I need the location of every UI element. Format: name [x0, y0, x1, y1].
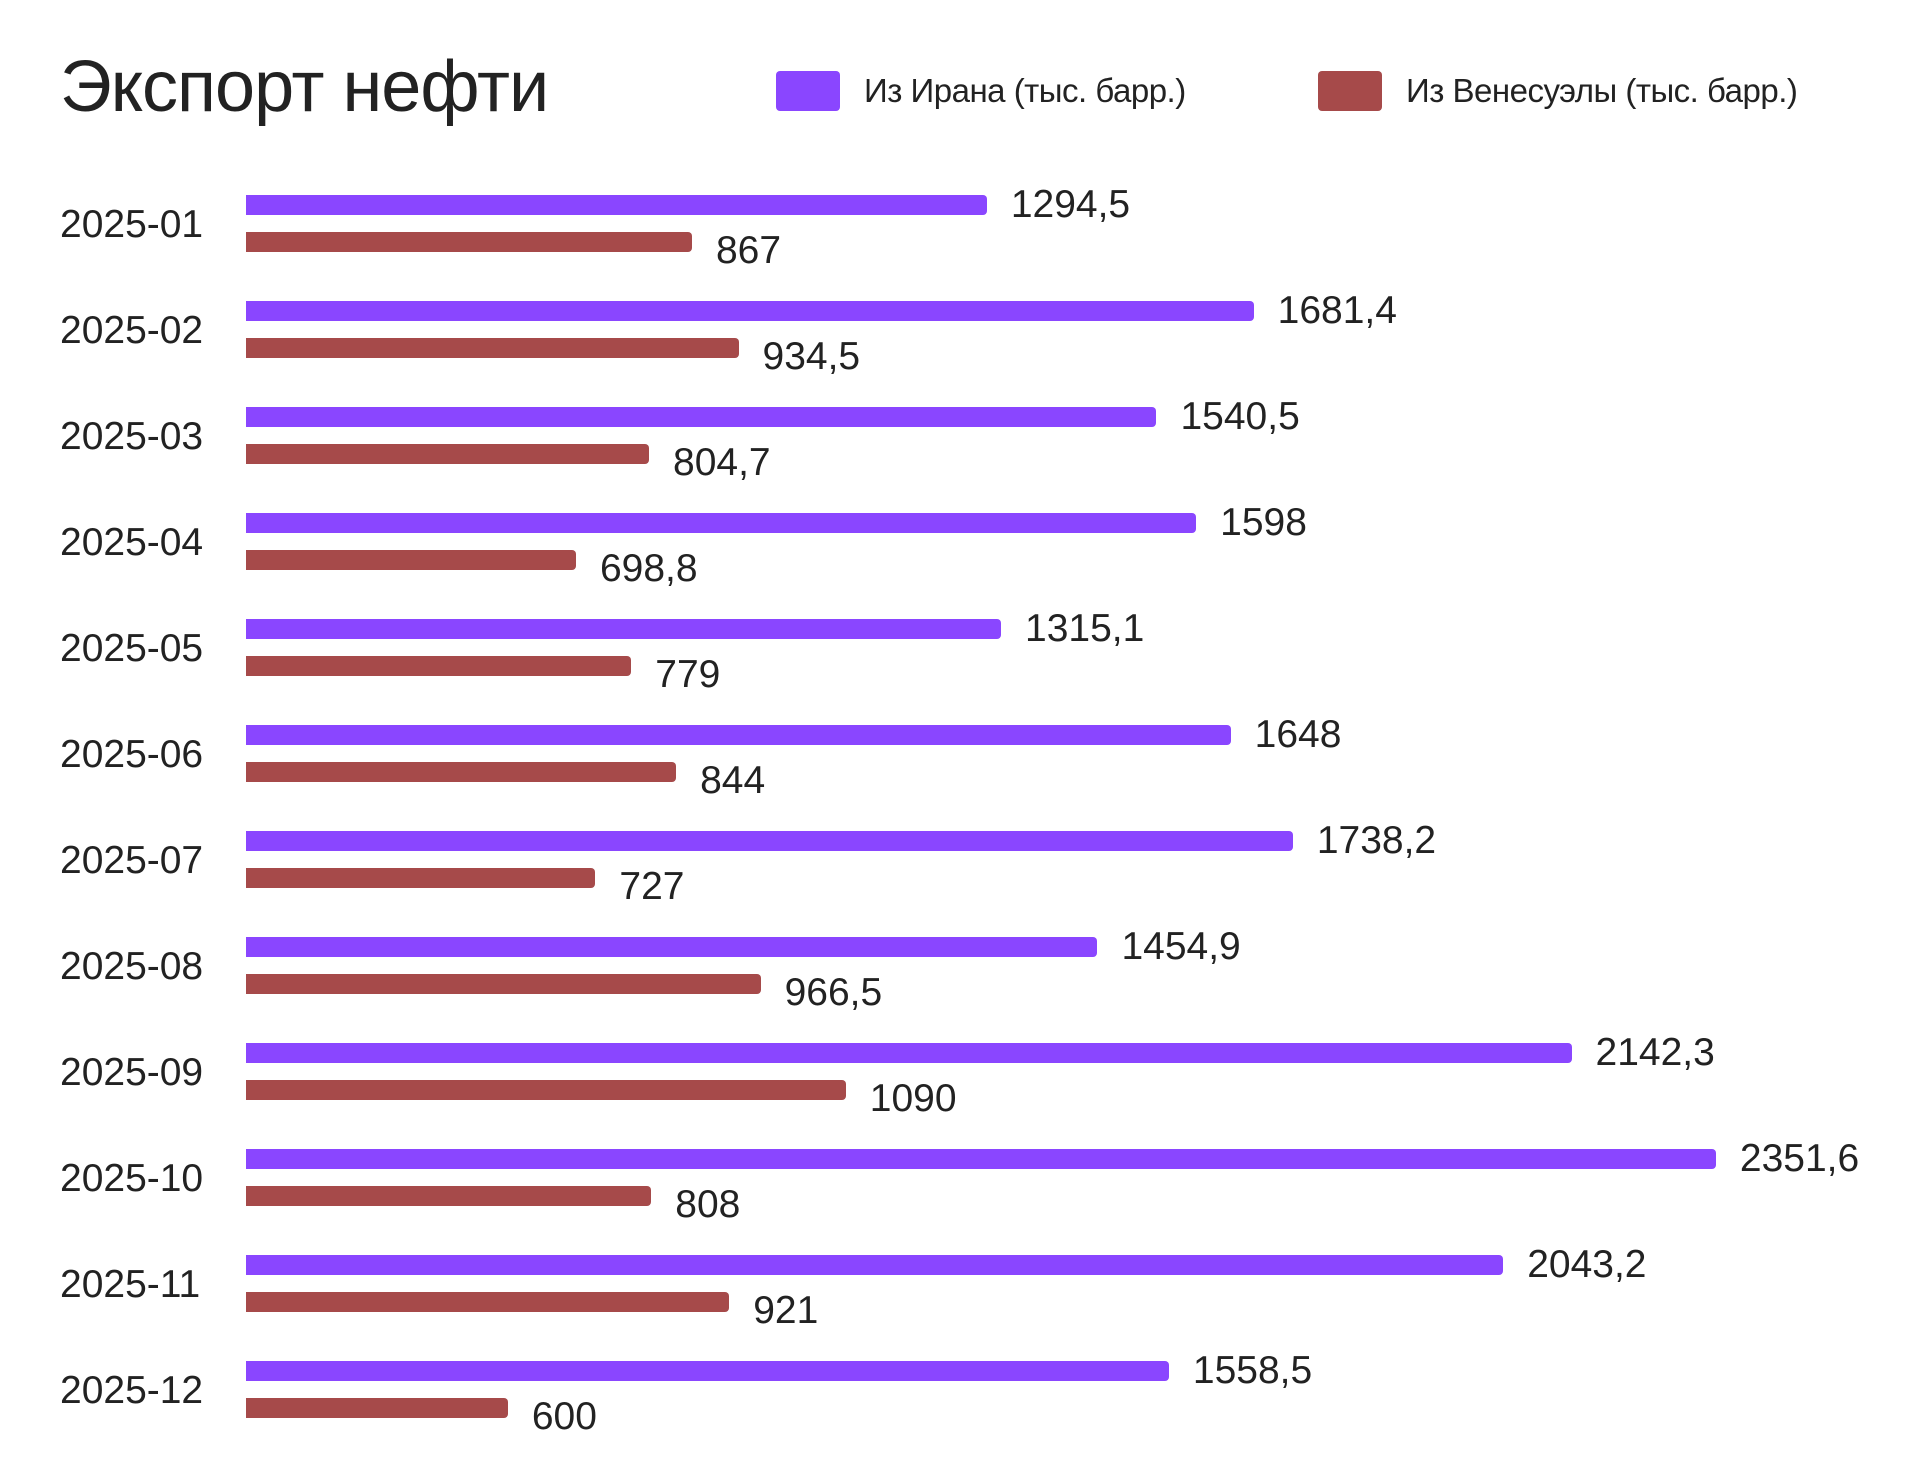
value-label-venezuela: 966,5 — [784, 971, 883, 1014]
bar-iran — [246, 1149, 1716, 1169]
bar-group: 2025-05 1315,1 779 — [0, 607, 1920, 725]
value-label-iran: 1315,1 — [1025, 607, 1145, 650]
value-label-venezuela: 808 — [675, 1183, 741, 1226]
legend-swatch-iran — [776, 71, 840, 111]
legend-item-iran: Из Ирана (тыс. барр.) — [776, 71, 1186, 111]
value-label-venezuela: 779 — [655, 653, 721, 696]
bar-group: 2025-08 1454,9 966,5 — [0, 925, 1920, 1043]
chart-title: Экспорт нефти — [60, 47, 549, 127]
bar-iran — [246, 1255, 1504, 1275]
bar-group: 2025-04 1598 698,8 — [0, 501, 1920, 619]
bar-venezuela — [246, 338, 739, 358]
bar-venezuela — [246, 1186, 652, 1206]
value-label-venezuela: 804,7 — [673, 441, 771, 484]
value-label-iran: 1294,5 — [1010, 183, 1131, 226]
bar-group: 2025-01 1294,5 867 — [0, 183, 1920, 301]
value-label-venezuela: 934,5 — [762, 335, 861, 378]
value-label-iran: 1558,5 — [1192, 1349, 1313, 1392]
value-label-iran: 1648 — [1254, 713, 1342, 756]
value-label-iran: 2351,6 — [1739, 1137, 1860, 1180]
bar-iran — [246, 1361, 1169, 1381]
bar-group: 2025-07 1738,2 727 — [0, 819, 1920, 937]
category-label: 2025-04 — [60, 521, 204, 564]
bar-group: 2025-10 2351,6 808 — [0, 1137, 1920, 1255]
bar-venezuela — [246, 1292, 730, 1312]
category-label: 2025-09 — [60, 1051, 204, 1094]
category-label: 2025-01 — [60, 203, 204, 246]
legend-label-iran: Из Ирана (тыс. барр.) — [864, 72, 1186, 109]
value-label-venezuela: 727 — [619, 865, 685, 908]
legend-item-venezuela: Из Венесуэлы (тыс. барр.) — [1318, 71, 1798, 111]
value-label-venezuela: 867 — [715, 229, 782, 272]
value-label-iran: 1738,2 — [1316, 819, 1437, 862]
category-label: 2025-02 — [60, 309, 204, 352]
bar-venezuela — [246, 762, 677, 782]
value-label-venezuela: 1090 — [869, 1077, 957, 1120]
value-label-iran: 1454,9 — [1121, 925, 1241, 968]
value-label-venezuela: 600 — [531, 1395, 597, 1438]
bar-iran — [246, 513, 1197, 533]
value-label-iran: 2142,3 — [1595, 1031, 1715, 1074]
bar-venezuela — [246, 444, 649, 464]
bar-iran — [246, 301, 1254, 321]
value-label-iran: 2043,2 — [1527, 1243, 1647, 1286]
category-label: 2025-12 — [60, 1369, 204, 1412]
bar-iran — [246, 407, 1157, 427]
bar-iran — [246, 195, 987, 215]
bar-venezuela — [246, 868, 596, 888]
bar-venezuela — [246, 974, 761, 994]
category-label: 2025-08 — [60, 945, 204, 988]
category-label: 2025-07 — [60, 839, 204, 882]
value-label-iran: 1540,5 — [1180, 395, 1300, 438]
category-label: 2025-11 — [60, 1263, 201, 1306]
bar-group: 2025-02 1681,4 934,5 — [0, 289, 1920, 407]
category-label: 2025-10 — [60, 1157, 204, 1200]
bar-venezuela — [246, 550, 576, 570]
bar-venezuela — [246, 1080, 846, 1100]
bar-group: 2025-09 2142,3 1090 — [0, 1031, 1920, 1149]
bar-group: 2025-03 1540,5 804,7 — [0, 395, 1920, 513]
bar-venezuela — [246, 232, 692, 252]
value-label-iran: 1681,4 — [1277, 289, 1397, 332]
value-label-venezuela: 698,8 — [599, 547, 698, 590]
value-label-venezuela: 844 — [700, 759, 766, 802]
bar-iran — [246, 937, 1098, 957]
category-label: 2025-05 — [60, 627, 204, 670]
bar-group: 2025-06 1648 844 — [0, 713, 1920, 831]
bar-group: 2025-12 1558,5 600 — [0, 1349, 1920, 1467]
category-label: 2025-06 — [60, 733, 204, 776]
bar-iran — [246, 1043, 1572, 1063]
bar-iran — [246, 619, 1002, 639]
bar-group: 2025-11 2043,2 921 — [0, 1243, 1920, 1361]
legend-swatch-venezuela — [1318, 71, 1382, 111]
value-label-iran: 1598 — [1220, 501, 1307, 544]
legend-label-venezuela: Из Венесуэлы (тыс. барр.) — [1406, 72, 1798, 109]
bar-iran — [246, 725, 1231, 745]
bar-venezuela — [246, 1398, 508, 1418]
category-label: 2025-03 — [60, 415, 204, 458]
bar-iran — [246, 831, 1293, 851]
bar-venezuela — [246, 656, 632, 676]
value-label-venezuela: 921 — [753, 1289, 819, 1332]
